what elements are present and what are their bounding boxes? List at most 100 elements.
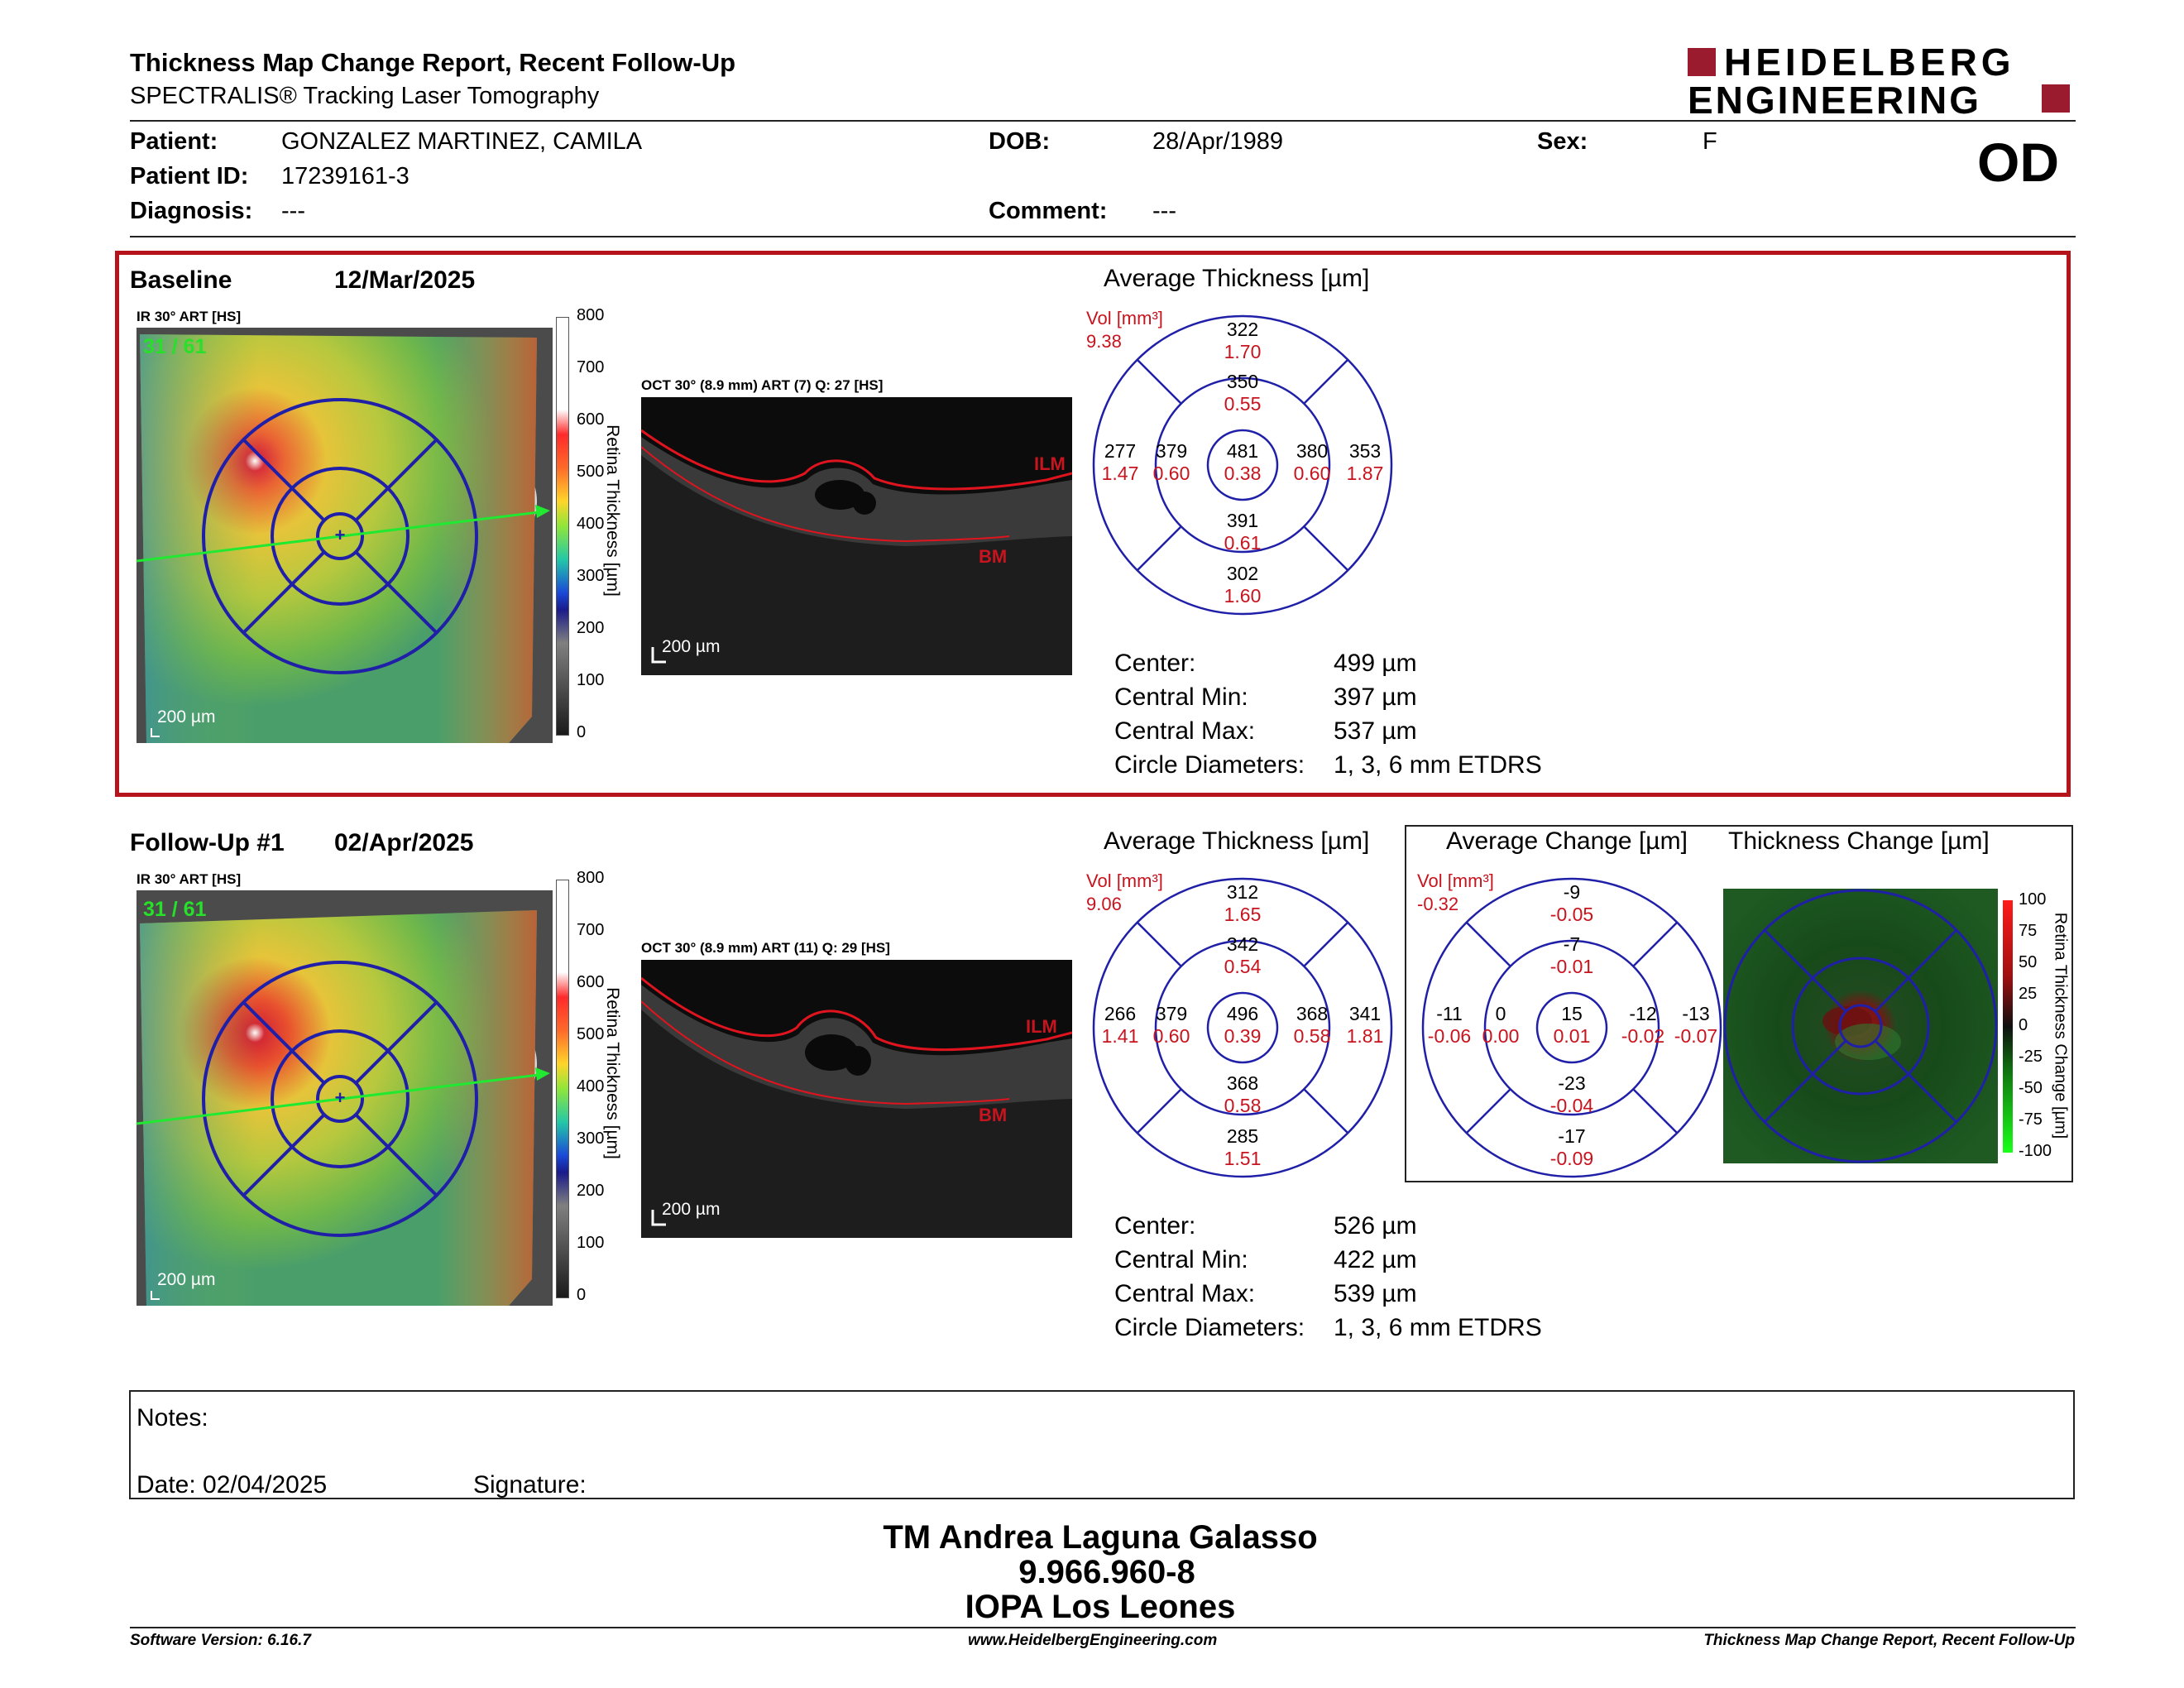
tick-label: 400 — [577, 515, 605, 533]
outer-nasal-thickness: 341 — [1348, 1003, 1382, 1024]
outer-inferior-change: -17 — [1558, 1125, 1586, 1147]
tick-label: 25 — [2019, 985, 2038, 1003]
followup-circle-diam-label: Circle Diameters: — [1114, 1314, 1305, 1341]
baseline-avg-title: Average Thickness [µm] — [1104, 265, 1370, 292]
baseline-oct-bscan — [641, 397, 1072, 675]
outer-superior-change: -9 — [1563, 881, 1581, 903]
tick-label: 700 — [577, 921, 605, 939]
inner-temporal-change: 0 — [1495, 1003, 1506, 1024]
comment: --- — [1152, 198, 1176, 224]
tick-label: 600 — [577, 973, 605, 991]
patient-id: 17239161-3 — [281, 163, 410, 189]
svg-text:+: + — [335, 1087, 346, 1108]
tick-label: 200 — [577, 1182, 605, 1200]
outer-superior-volume-change: -0.05 — [1549, 904, 1594, 925]
center-thickness: 481 — [1226, 440, 1259, 462]
outer-temporal-volume-change: -0.06 — [1427, 1025, 1472, 1047]
baseline-central-min-value: 397 µm — [1334, 683, 1417, 711]
baseline-ir-thickness-map: + — [136, 328, 553, 743]
followup-bm-label: BM — [979, 1105, 1008, 1125]
baseline-central-max-label: Central Max: — [1114, 717, 1256, 745]
inner-inferior-volume: 0.58 — [1224, 1095, 1262, 1116]
tick-label: 300 — [577, 567, 605, 585]
dob: 28/Apr/1989 — [1152, 128, 1284, 155]
outer-nasal-volume: 1.87 — [1346, 463, 1384, 484]
inner-superior-thickness: 350 — [1226, 371, 1259, 392]
outer-inferior-volume-change: -0.09 — [1549, 1148, 1594, 1169]
thickness-change-title: Thickness Change [µm] — [1728, 827, 1990, 855]
report-subtitle: SPECTRALIS® Tracking Laser Tomography — [130, 83, 600, 109]
baseline-scale-axis-label: Retina Thickness [µm] — [603, 424, 622, 597]
tick-label: 500 — [577, 463, 605, 481]
eye-indicator: OD — [1977, 132, 2059, 193]
logo-text-2: ENGINEERING — [1688, 79, 1982, 122]
change-vol-total: -0.32 — [1417, 894, 1459, 914]
inner-temporal-volume: 0.60 — [1152, 463, 1190, 484]
followup-ir-thickness-map: + — [136, 890, 553, 1306]
tick-label: 300 — [577, 1129, 605, 1148]
tick-label: 50 — [2019, 953, 2038, 971]
thickness-change-map — [1723, 889, 1998, 1163]
signatory-id: 9.966.960-8 — [1018, 1554, 1195, 1590]
inner-nasal-volume: 0.58 — [1293, 1025, 1331, 1047]
outer-temporal-thickness: 266 — [1104, 1003, 1137, 1024]
change-panel-frame — [1405, 825, 2073, 1182]
tick-label: 700 — [577, 358, 605, 376]
tick-label: 500 — [577, 1025, 605, 1043]
inner-nasal-thickness: 368 — [1296, 1003, 1329, 1024]
inner-inferior-volume-change: -0.04 — [1549, 1095, 1594, 1116]
center-volume: 0.39 — [1224, 1025, 1262, 1047]
baseline-ilm-label: ILM — [1034, 453, 1066, 474]
change-scale-ticks: 100 75 50 25 0 -25 -50 -75 -100 — [2019, 890, 2052, 1163]
tick-label: 75 — [2019, 922, 2038, 940]
outer-temporal-change: -11 — [1436, 1003, 1463, 1024]
tick-label: -25 — [2019, 1048, 2043, 1066]
outer-nasal-volume: 1.81 — [1346, 1025, 1384, 1047]
followup-avg-title: Average Thickness [µm] — [1104, 827, 1370, 855]
inner-temporal-volume-change: 0.00 — [1482, 1025, 1520, 1047]
outer-superior-volume: 1.70 — [1224, 341, 1262, 362]
center-volume: 0.38 — [1224, 463, 1262, 484]
footer-website[interactable]: www.HeidelbergEngineering.com — [968, 1632, 1218, 1649]
followup-etdrs-values: 312 1.65 342 0.54 266 1.41 379 0.60 496 0.39 … — [1092, 877, 1393, 1178]
baseline-vol-total: 9.38 — [1086, 331, 1122, 352]
outer-inferior-volume: 1.60 — [1224, 585, 1262, 607]
change-etdrs-values: -9 -0.05 -7 -0.01 -11 -0.06 0 0.00 15 0.01 -1… — [1421, 877, 1722, 1178]
change-etdrs-grid — [1421, 877, 1722, 1178]
inner-nasal-thickness: 380 — [1296, 440, 1329, 462]
notes-date: Date: 02/04/2025 — [136, 1471, 328, 1499]
tick-label: 800 — [577, 306, 605, 324]
inner-inferior-change: -23 — [1558, 1072, 1586, 1094]
signatory-name: TM Andrea Laguna Galasso — [883, 1519, 1318, 1556]
followup-center-label: Center: — [1114, 1212, 1196, 1240]
followup-scale-axis-label: Retina Thickness [µm] — [603, 987, 622, 1159]
sex: F — [1703, 128, 1717, 155]
baseline-central-min-label: Central Min: — [1114, 683, 1248, 711]
tick-label: 0 — [577, 1286, 587, 1304]
inner-inferior-thickness: 368 — [1226, 1072, 1259, 1094]
followup-central-min-label: Central Min: — [1114, 1246, 1248, 1273]
tick-label: 600 — [577, 410, 605, 429]
dob-label: DOB: — [989, 128, 1051, 155]
followup-oct-label: OCT 30° (8.9 mm) ART (11) Q: 29 [HS] — [641, 940, 890, 956]
baseline-circle-diam-value: 1, 3, 6 mm ETDRS — [1334, 751, 1542, 779]
followup-scale-ticks: 800 700 600 500 400 300 200 100 0 — [577, 869, 610, 1304]
software-version: Software Version: 6.16.7 — [130, 1632, 311, 1649]
inner-inferior-volume: 0.61 — [1224, 532, 1262, 554]
outer-temporal-thickness: 277 — [1104, 440, 1137, 462]
outer-nasal-volume-change: -0.07 — [1674, 1025, 1718, 1047]
tick-label: 100 — [2019, 890, 2047, 909]
logo-text-1: HEIDELBERG — [1724, 41, 2015, 84]
tick-label: 0 — [577, 723, 587, 741]
baseline-label: Baseline — [130, 266, 232, 294]
baseline-vol-label: Vol [mm³] — [1086, 308, 1163, 328]
center-thickness: 496 — [1226, 1003, 1259, 1024]
comment-label: Comment: — [989, 198, 1108, 224]
followup-central-max-label: Central Max: — [1114, 1280, 1256, 1307]
baseline-frame-counter: 31 / 61 — [143, 335, 207, 358]
followup-vol-label: Vol [mm³] — [1086, 870, 1163, 891]
outer-temporal-volume: 1.47 — [1101, 463, 1139, 484]
inner-superior-volume: 0.55 — [1224, 393, 1262, 415]
baseline-thickness-colorbar — [556, 317, 569, 736]
footer-report-name: Thickness Map Change Report, Recent Foll… — [1703, 1632, 2075, 1649]
